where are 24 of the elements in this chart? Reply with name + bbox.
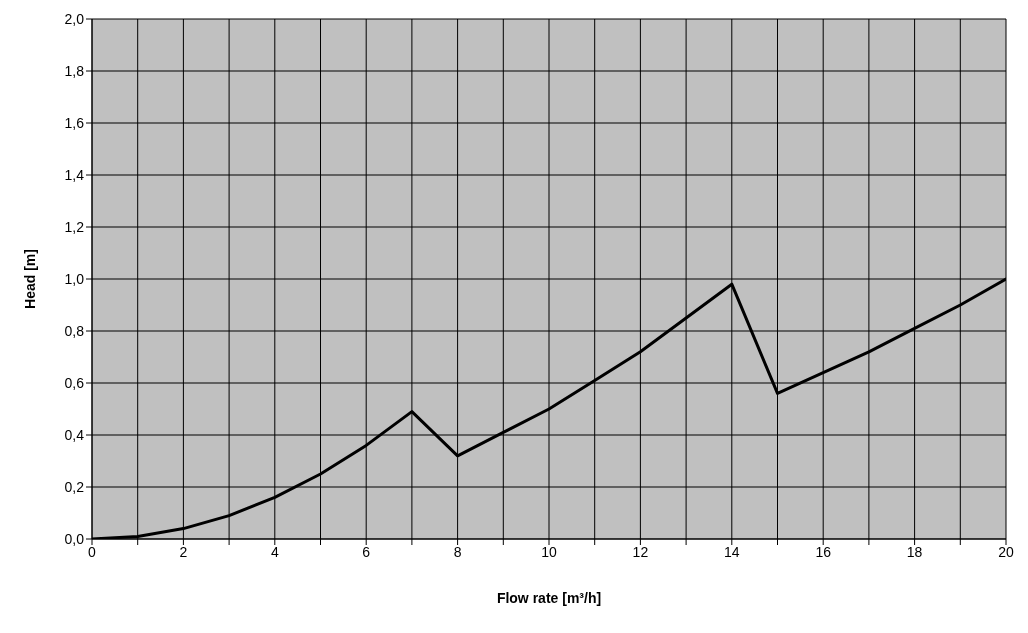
- x-tick-label: 2: [179, 543, 188, 560]
- y-tick-label: 1,0: [64, 270, 85, 287]
- x-tick-label: 10: [541, 543, 557, 560]
- y-axis-title: Head [m]: [21, 249, 38, 309]
- x-tick-label: 14: [724, 543, 740, 560]
- x-tick-label: 6: [362, 543, 371, 560]
- x-tick-label: 20: [998, 543, 1014, 560]
- y-tick-label: 0,0: [64, 530, 85, 547]
- y-tick-label: 1,6: [64, 114, 85, 131]
- x-axis-title: Flow rate [m³/h]: [496, 590, 602, 606]
- x-tick-label: 16: [815, 543, 832, 560]
- x-tick-label: 18: [906, 543, 923, 560]
- y-tick-label: 2,0: [64, 10, 85, 27]
- y-tick-label: 1,4: [64, 166, 85, 183]
- y-tick-label: 0,6: [64, 374, 85, 391]
- x-tick-label: 4: [270, 543, 279, 560]
- y-tick-label: 0,8: [64, 322, 85, 339]
- y-tick-label: 1,2: [64, 218, 85, 235]
- x-tick-label: 8: [453, 543, 462, 560]
- y-tick-label: 0,2: [64, 478, 85, 495]
- x-tick-label: 0: [88, 543, 97, 560]
- y-tick-label: 1,8: [64, 62, 85, 79]
- x-tick-label: 12: [632, 543, 649, 560]
- y-tick-label: 0,4: [64, 426, 85, 443]
